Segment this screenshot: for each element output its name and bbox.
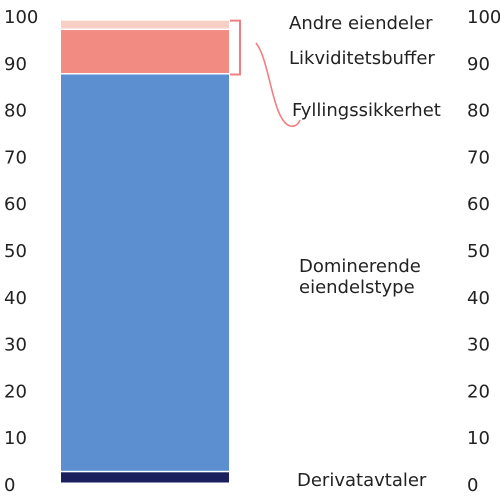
y-axis-right: 0 10 20 30 40 50 60 70 80 90 100 <box>467 7 500 496</box>
segment-labels: Andre eiendeler Likviditetsbuffer Fyllin… <box>289 13 441 491</box>
bar-segment-derivatavtaler <box>61 472 229 483</box>
y-tick-right-60: 60 <box>467 194 490 215</box>
y-tick-right-0: 0 <box>467 475 478 496</box>
y-tick-right-90: 90 <box>467 54 490 75</box>
y-tick-right-10: 10 <box>467 428 490 449</box>
label-dominerende-line1: Dominerende <box>299 256 421 277</box>
label-likviditetsbuffer: Likviditetsbuffer <box>289 48 435 69</box>
label-fyllingssikkerhet: Fyllingssikkerhet <box>292 100 441 121</box>
y-tick-left-0: 0 <box>4 475 15 496</box>
y-tick-right-20: 20 <box>467 381 490 402</box>
y-tick-left-30: 30 <box>4 335 27 356</box>
y-tick-left-80: 80 <box>4 101 27 122</box>
label-andre-eiendeler: Andre eiendeler <box>289 13 433 34</box>
annotations <box>230 19 301 128</box>
y-tick-left-60: 60 <box>4 194 27 215</box>
y-tick-right-100: 100 <box>467 7 500 28</box>
y-tick-left-70: 70 <box>4 147 27 168</box>
leader-fyllingssikkerhet <box>255 42 301 128</box>
y-tick-left-100: 100 <box>4 7 38 28</box>
bar-stack <box>61 20 229 483</box>
y-tick-left-10: 10 <box>4 428 27 449</box>
y-tick-right-30: 30 <box>467 335 490 356</box>
y-tick-left-50: 50 <box>4 241 27 262</box>
bar-segment-likviditetsbuffer <box>61 30 229 73</box>
label-derivatavtaler: Derivatavtaler <box>297 470 427 491</box>
y-axis-left: 0 10 20 30 40 50 60 70 80 90 100 <box>4 7 38 496</box>
bracket-likviditet-andre <box>230 19 241 76</box>
label-dominerende-line2: eiendelstype <box>299 277 415 298</box>
y-tick-left-90: 90 <box>4 54 27 75</box>
y-tick-left-20: 20 <box>4 381 27 402</box>
y-tick-right-40: 40 <box>467 288 490 309</box>
y-tick-right-70: 70 <box>467 147 490 168</box>
y-tick-right-50: 50 <box>467 241 490 262</box>
y-tick-left-40: 40 <box>4 288 27 309</box>
bar-segment-andre-eiendeler <box>61 20 229 29</box>
bar-segment-dominerende-eiendelstype <box>61 74 229 471</box>
y-tick-right-80: 80 <box>467 101 490 122</box>
